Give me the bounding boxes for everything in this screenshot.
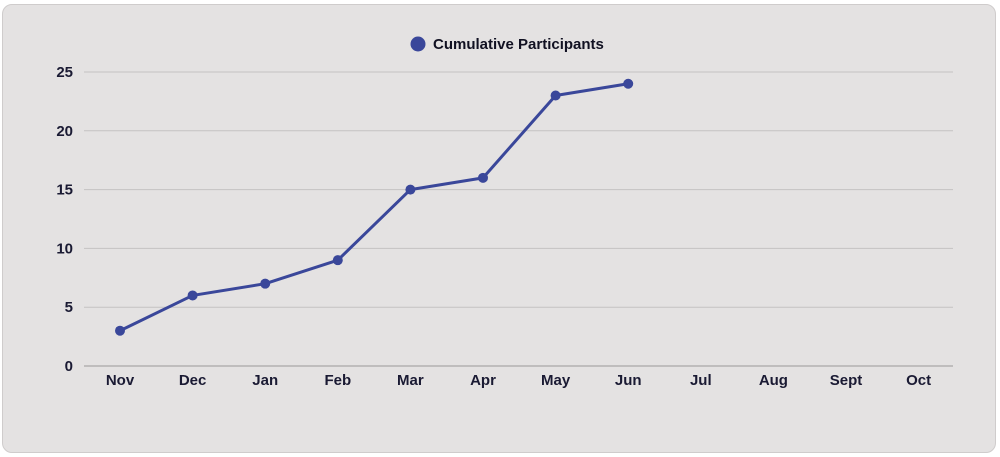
x-tick-label: Jan [252, 372, 278, 389]
data-point [405, 184, 416, 195]
legend-label: Cumulative Participants [433, 36, 604, 53]
y-tick-label: 15 [56, 182, 73, 199]
x-tick-label: Nov [106, 372, 135, 389]
x-tick-label: Dec [179, 372, 207, 389]
x-tick-label: Oct [906, 372, 931, 389]
x-tick-label: Mar [397, 372, 424, 389]
data-point [332, 255, 343, 266]
x-tick-label: Jul [690, 372, 712, 389]
gridlines [84, 71, 953, 367]
chart-card [2, 4, 996, 453]
series-layer [115, 78, 634, 336]
x-tick-label: Jun [615, 372, 642, 389]
y-tick-label: 0 [65, 358, 73, 375]
data-point [550, 90, 561, 101]
y-tick-label: 25 [56, 64, 73, 81]
data-point [478, 172, 488, 183]
data-point [187, 290, 198, 301]
data-point [115, 325, 125, 336]
y-axis-ticks: 0 5 10 15 20 25 [56, 64, 73, 375]
x-tick-label: Apr [470, 372, 496, 389]
series-line [118, 82, 630, 333]
x-tick-label: Sept [830, 372, 863, 389]
x-tick-label: Aug [759, 372, 788, 389]
y-tick-label: 20 [56, 123, 73, 140]
x-axis-ticks: Nov Dec Jan Feb Mar Apr May Jun Jul Aug Sept Oct [106, 372, 931, 389]
y-tick-label: 5 [65, 299, 73, 316]
legend[interactable]: Cumulative Participants [410, 36, 604, 53]
x-tick-label: May [541, 372, 571, 389]
data-point [623, 78, 634, 89]
y-tick-label: 10 [56, 240, 73, 257]
data-point [260, 278, 271, 289]
x-tick-label: Feb [324, 372, 351, 389]
legend-marker [410, 36, 426, 52]
